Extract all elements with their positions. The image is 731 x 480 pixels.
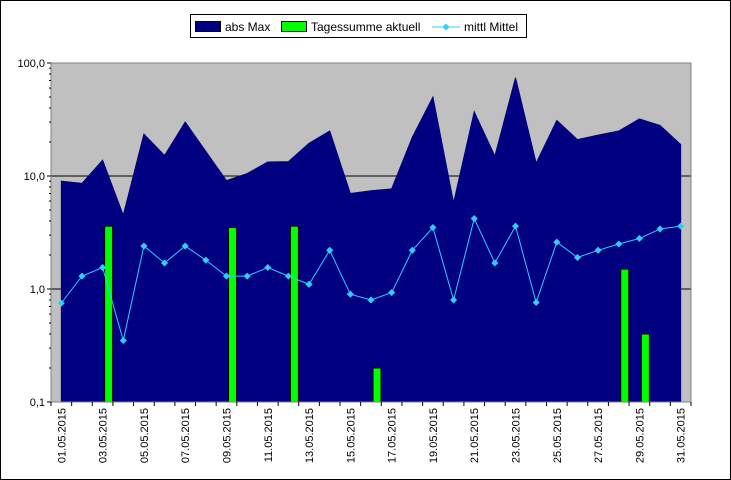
- x-tick-label: 19.05.2015: [428, 408, 440, 463]
- bar: [372, 367, 382, 403]
- line-point: [594, 246, 602, 254]
- line-point: [161, 259, 169, 267]
- area-abs-max: [60, 77, 682, 403]
- line-point: [243, 272, 251, 280]
- line-point: [181, 242, 189, 250]
- y-tick-labels: 0,1 1,0 10,0 100,0: [17, 58, 45, 409]
- y-tick-label: 1,0: [30, 284, 45, 296]
- x-tick-label: 05.05.2015: [139, 408, 151, 463]
- line-point: [284, 272, 292, 280]
- bar: [104, 225, 114, 403]
- axes: [47, 62, 692, 406]
- line-point: [367, 296, 375, 304]
- y-tick-label: 10,0: [24, 171, 45, 183]
- line-point: [429, 223, 437, 232]
- x-tick-label: 17.05.2015: [387, 408, 399, 463]
- line-point: [677, 222, 685, 230]
- x-tick-label: 25.05.2015: [552, 408, 564, 463]
- line-point: [408, 246, 416, 254]
- y-tick-label: 100,0: [17, 58, 45, 70]
- bar: [289, 225, 299, 403]
- line-point: [346, 290, 354, 298]
- line-point: [553, 238, 561, 246]
- legend-label-abs-max: abs Max: [225, 20, 271, 34]
- line-point: [635, 234, 643, 243]
- x-tick-label: 31.05.2015: [676, 408, 688, 463]
- x-tick-label: 15.05.2015: [345, 408, 357, 463]
- line-point: [119, 336, 127, 345]
- plot-border: [50, 62, 692, 403]
- legend-label-tagessumme: Tagessumme aktuell: [311, 20, 421, 34]
- x-tick-label: 03.05.2015: [98, 408, 110, 463]
- y-tick-label: 0,1: [30, 397, 45, 409]
- legend-label-mittl-mittel: mittl Mittel: [464, 20, 518, 34]
- x-tick-label: 27.05.2015: [593, 408, 605, 463]
- line-point: [264, 263, 272, 272]
- x-tick-label: 23.05.2015: [511, 408, 523, 463]
- line-point: [470, 215, 478, 223]
- line-point: [532, 298, 540, 307]
- legend-swatch-tagessumme: [281, 21, 307, 32]
- x-tick-label: 07.05.2015: [180, 408, 192, 463]
- line-point: [615, 240, 623, 248]
- legend-marker-mittl-mittel: [432, 23, 460, 31]
- line-point: [305, 280, 313, 288]
- line-point: [78, 272, 86, 280]
- line-point: [573, 253, 581, 262]
- legend-swatch-abs-max: [195, 21, 221, 32]
- line-point: [326, 246, 334, 254]
- line-point: [450, 296, 458, 304]
- bar: [227, 227, 237, 403]
- line-point: [202, 256, 210, 264]
- line-point: [388, 289, 396, 297]
- line-point: [511, 222, 520, 230]
- x-tick-label: 09.05.2015: [221, 408, 233, 463]
- x-tick-label: 13.05.2015: [304, 408, 316, 463]
- line-point: [491, 259, 499, 267]
- line-point: [656, 225, 664, 233]
- x-tick-label: 11.05.2015: [263, 408, 275, 462]
- x-tick-label: 01.05.2015: [56, 408, 68, 463]
- series-abs-max-area: [60, 77, 682, 403]
- x-tick-labels: 01.05.2015 03.05.2015 05.05.2015 07.05.2015…: [56, 408, 687, 463]
- line-point: [57, 299, 65, 307]
- x-tick-label: 29.05.2015: [634, 408, 646, 463]
- series-mittl-mittel-line: [57, 215, 685, 345]
- x-tick-label: 21.05.2015: [469, 408, 481, 463]
- line-point: [99, 263, 107, 272]
- legend: abs Max Tagessumme aktuell mittl Mittel: [190, 14, 527, 38]
- bar: [620, 268, 630, 403]
- line-point: [222, 272, 231, 280]
- line-point: [140, 242, 148, 250]
- bar: [640, 333, 650, 403]
